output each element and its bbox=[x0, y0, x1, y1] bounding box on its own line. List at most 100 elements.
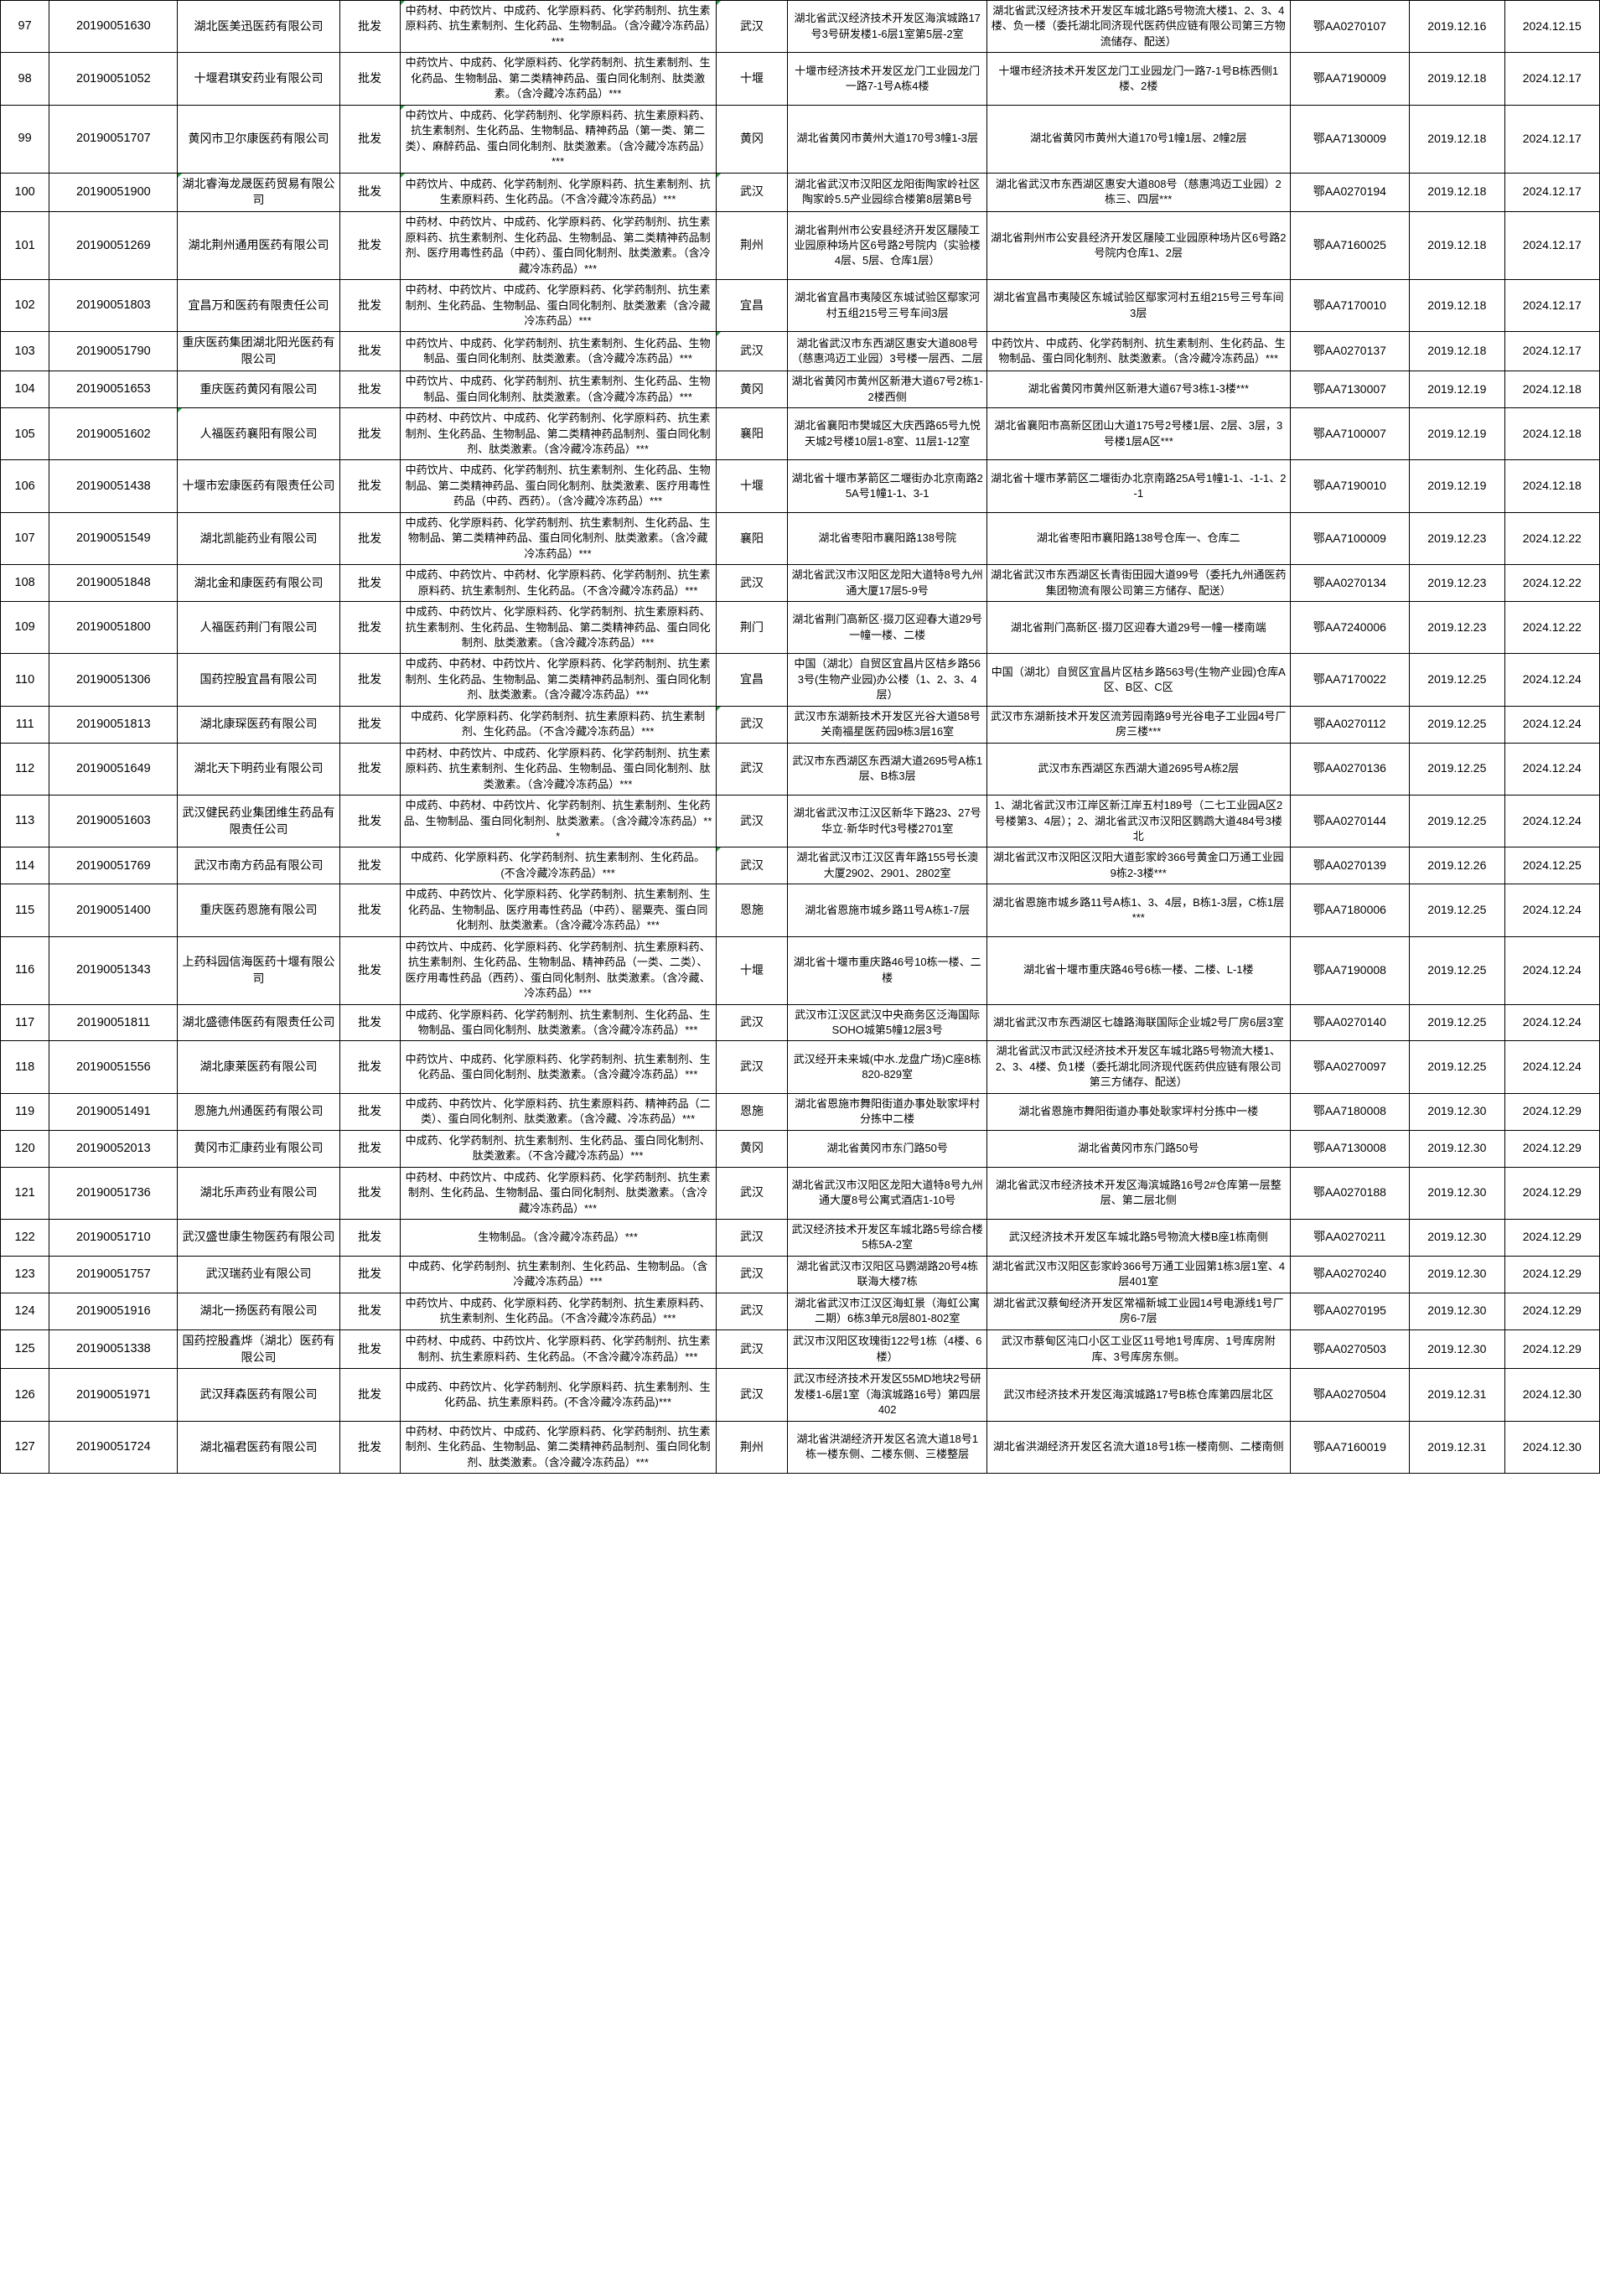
license-number: 鄂AA0270240 bbox=[1289, 1255, 1411, 1293]
business-type: 批发 bbox=[339, 742, 401, 796]
business-scope: 中药饮片、中成药、化学原料药、化学药制剂、抗生素制剂、生化药品、蛋白同化制剂、肽… bbox=[399, 1040, 717, 1094]
registered-address: 湖北省十堰市重庆路46号10栋一楼、二楼 bbox=[787, 936, 987, 1005]
spreadsheet-sheet: 97 20190051630 湖北医美迅医药有限公司 批发 中药材、中药饮片、中成药、化… bbox=[0, 0, 1600, 1475]
row-index: 105 bbox=[0, 407, 50, 461]
registration-code: 20190051971 bbox=[49, 1368, 179, 1422]
issue-date: 2019.12.25 bbox=[1409, 884, 1505, 937]
city: 武汉 bbox=[715, 1292, 789, 1330]
business-scope: 中成药、中药材、中药饮片、化学原料药、化学药制剂、抗生素制剂、生化药品、生物制品… bbox=[399, 653, 717, 707]
city: 武汉 bbox=[715, 1255, 789, 1293]
registered-address: 湖北省襄阳市樊城区大庆西路65号九悦天城2号楼10层1-8室、11层1-12室 bbox=[787, 407, 987, 461]
company-name: 国药控股宜昌有限公司 bbox=[177, 653, 340, 707]
table-row: 123 20190051757 武汉瑞药业有限公司 批发 中成药、化学药制剂、抗生素制剂… bbox=[0, 1255, 1600, 1293]
warehouse-address: 湖北省武汉市经济技术开发区海滨城路16号2#仓库第一层整层、第二层北侧 bbox=[986, 1166, 1291, 1220]
registration-code: 20190051556 bbox=[49, 1040, 179, 1094]
row-index: 108 bbox=[0, 564, 50, 603]
business-type: 批发 bbox=[339, 511, 401, 566]
table-body: 97 20190051630 湖北医美迅医药有限公司 批发 中药材、中药饮片、中成药、化… bbox=[0, 0, 1600, 1475]
table-row: 125 20190051338 国药控股鑫烨（湖北）医药有限公司 批发 中药材、中成药、… bbox=[0, 1329, 1600, 1370]
table-row: 101 20190051269 湖北荆州通用医药有限公司 批发 中药材、中药饮片、中成药… bbox=[0, 211, 1600, 281]
warehouse-address: 湖北省襄阳市高新区团山大道175号2号楼1层、2层、3层，3号楼1层A区*** bbox=[986, 407, 1291, 461]
table-row: 124 20190051916 湖北一扬医药有限公司 批发 中药饮片、中成药、化学原料药… bbox=[0, 1292, 1600, 1330]
company-name: 湖北凯能药业有限公司 bbox=[177, 511, 340, 566]
table-row: 112 20190051649 湖北天下明药业有限公司 批发 中药材、中药饮片、中成药、… bbox=[0, 742, 1600, 796]
company-name: 重庆医药黄冈有限公司 bbox=[177, 371, 340, 409]
warehouse-address: 武汉市蔡甸区沌口小区工业区11号地1号库房、1号库房附库、3号库房东侧。 bbox=[986, 1329, 1291, 1370]
license-number: 鄂AA7130008 bbox=[1289, 1129, 1411, 1168]
city: 十堰 bbox=[715, 52, 789, 106]
registration-code: 20190051724 bbox=[49, 1420, 179, 1475]
registration-code: 20190051769 bbox=[49, 847, 179, 885]
license-number: 鄂AA0270136 bbox=[1289, 742, 1411, 796]
license-number: 鄂AA7100009 bbox=[1289, 511, 1411, 566]
warehouse-address: 1、湖北省武汉市江岸区新江岸五村189号（二七工业园A区2号楼第3、4层）；2、… bbox=[986, 795, 1291, 848]
business-scope: 中成药、化学原料药、化学药制剂、抗生素制剂、生化药品、生物制品、蛋白同化制剂、肽… bbox=[399, 1003, 717, 1042]
issue-date: 2019.12.25 bbox=[1409, 1003, 1505, 1042]
license-number: 鄂AA7180006 bbox=[1289, 884, 1411, 937]
warehouse-address: 武汉市东西湖区东西湖大道2695号A栋2层 bbox=[986, 742, 1291, 796]
business-scope: 中成药、化学原料药、化学药制剂、抗生素原料药、抗生素制剂、生化药品。（不含冷藏冷… bbox=[399, 705, 717, 744]
business-scope: 中药材、中药饮片、中成药、化学原料药、化学药制剂、抗生素制剂、生化药品、生物制品… bbox=[399, 1420, 717, 1475]
registered-address: 武汉市东西湖区东西湖大道2695号A栋1层、B栋3层 bbox=[787, 742, 987, 796]
table-row: 114 20190051769 武汉市南方药品有限公司 批发 中成药、化学原料药、化学药… bbox=[0, 847, 1600, 885]
city: 黄冈 bbox=[715, 371, 789, 409]
business-scope: 中药材、中药饮片、中成药、化学原料药、化学药制剂、抗生素原料药、抗生素制剂、生化… bbox=[399, 211, 717, 281]
registered-address: 湖北省黄冈市黄州区新港大道67号2栋1-2楼西侧 bbox=[787, 371, 987, 409]
row-index: 126 bbox=[0, 1368, 50, 1422]
issue-date: 2019.12.18 bbox=[1409, 211, 1505, 281]
row-index: 125 bbox=[0, 1329, 50, 1370]
row-index: 98 bbox=[0, 52, 50, 106]
registration-code: 20190051757 bbox=[49, 1255, 179, 1293]
business-scope: 中成药、化学药制剂、抗生素制剂、生化药品、蛋白同化制剂、肽类激素。（不含冷藏冷冻… bbox=[399, 1129, 717, 1168]
company-name: 重庆医药恩施有限公司 bbox=[177, 884, 340, 937]
company-name: 黄冈市汇康药业有限公司 bbox=[177, 1129, 340, 1168]
city: 武汉 bbox=[715, 795, 789, 848]
city: 武汉 bbox=[715, 1040, 789, 1094]
business-type: 批发 bbox=[339, 1368, 401, 1422]
registration-code: 20190051653 bbox=[49, 371, 179, 409]
company-name: 武汉健民药业集团维生药品有限责任公司 bbox=[177, 795, 340, 848]
license-number: 鄂AA0270134 bbox=[1289, 564, 1411, 603]
business-scope: 中药材、中药饮片、中成药、化学原料药、化学药制剂、抗生素制剂、生化药品、生物制品… bbox=[399, 1166, 717, 1220]
company-name: 湖北乐声药业有限公司 bbox=[177, 1166, 340, 1220]
expiry-date: 2024.12.29 bbox=[1504, 1129, 1600, 1168]
business-type: 批发 bbox=[339, 279, 401, 333]
license-number: 鄂AA0270195 bbox=[1289, 1292, 1411, 1330]
table-row: 108 20190051848 湖北金和康医药有限公司 批发 中成药、中药饮片、中药材、… bbox=[0, 564, 1600, 603]
city: 襄阳 bbox=[715, 407, 789, 461]
business-type: 批发 bbox=[339, 172, 401, 213]
registered-address: 湖北省黄冈市东门路50号 bbox=[787, 1129, 987, 1168]
city: 襄阳 bbox=[715, 511, 789, 566]
company-name: 武汉盛世康生物医药有限公司 bbox=[177, 1218, 340, 1257]
issue-date: 2019.12.25 bbox=[1409, 742, 1505, 796]
warehouse-address: 湖北省黄冈市黄州大道170号1幢1层、2幢2层 bbox=[986, 104, 1291, 174]
registered-address: 湖北省武汉经济技术开发区海滨城路17号3号研发楼1-6层1室第5层-2室 bbox=[787, 0, 987, 54]
row-index: 100 bbox=[0, 172, 50, 213]
license-number: 鄂AA0270503 bbox=[1289, 1329, 1411, 1370]
table-row: 118 20190051556 湖北康莱医药有限公司 批发 中药饮片、中成药、化学原料药… bbox=[0, 1040, 1600, 1094]
business-type: 批发 bbox=[339, 371, 401, 409]
issue-date: 2019.12.25 bbox=[1409, 705, 1505, 744]
city: 武汉 bbox=[715, 0, 789, 54]
registered-address: 武汉经济技术开发区车城北路5号综合楼5栋5A-2室 bbox=[787, 1218, 987, 1257]
issue-date: 2019.12.30 bbox=[1409, 1255, 1505, 1293]
expiry-date: 2024.12.24 bbox=[1504, 795, 1600, 848]
expiry-date: 2024.12.24 bbox=[1504, 705, 1600, 744]
row-index: 119 bbox=[0, 1092, 50, 1131]
issue-date: 2019.12.18 bbox=[1409, 172, 1505, 213]
row-index: 116 bbox=[0, 936, 50, 1005]
table-row: 116 20190051343 上药科园信海医药十堰有限公司 批发 中药饮片、中成药、化… bbox=[0, 936, 1600, 1005]
row-index: 124 bbox=[0, 1292, 50, 1330]
city: 荆州 bbox=[715, 1420, 789, 1475]
warehouse-address: 湖北省武汉市汉阳区彭家岭366号万通工业园第1栋3层1室、4层401室 bbox=[986, 1255, 1291, 1293]
city: 宜昌 bbox=[715, 279, 789, 333]
registration-code: 20190051343 bbox=[49, 936, 179, 1005]
row-index: 115 bbox=[0, 884, 50, 937]
company-name: 黄冈市卫尔康医药有限公司 bbox=[177, 104, 340, 174]
table-row: 115 20190051400 重庆医药恩施有限公司 批发 中成药、中药饮片、化学原料药… bbox=[0, 884, 1600, 937]
warehouse-address: 湖北省武汉蔡甸经济开发区常福新城工业园14号电源线1号厂房6-7层 bbox=[986, 1292, 1291, 1330]
row-index: 112 bbox=[0, 742, 50, 796]
registered-address: 湖北省荆州市公安县经济开发区屦陵工业园原种场片区6号路2号院内（实验楼4层、5层… bbox=[787, 211, 987, 281]
business-type: 批发 bbox=[339, 1166, 401, 1220]
table-row: 98 20190051052 十堰君琪安药业有限公司 批发 中药饮片、中成药、化学原料药… bbox=[0, 52, 1600, 106]
